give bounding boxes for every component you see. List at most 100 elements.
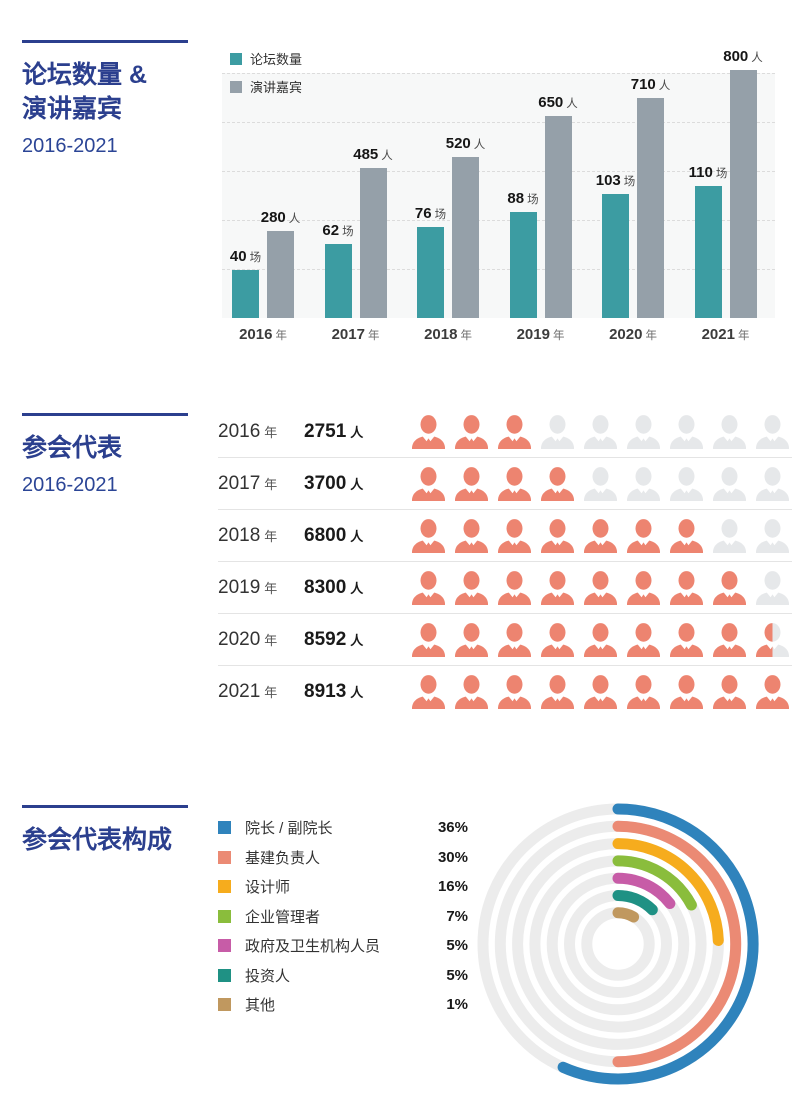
attendee-year: 2020 年 bbox=[218, 628, 278, 650]
legend-swatch bbox=[218, 850, 231, 864]
plot-background bbox=[222, 73, 775, 318]
attendees-section-header: 参会代表 2016-2021 bbox=[22, 413, 188, 497]
forum-bar bbox=[694, 186, 722, 318]
person-icon bbox=[713, 466, 746, 501]
person-icon bbox=[541, 518, 574, 553]
legend-swatch bbox=[218, 939, 231, 953]
person-icon bbox=[627, 570, 660, 605]
person-icon bbox=[541, 414, 574, 449]
legend-percent: 5% bbox=[446, 937, 468, 955]
gridline bbox=[222, 122, 775, 123]
person-icon bbox=[756, 518, 789, 553]
person-icon bbox=[584, 674, 617, 709]
accent-line bbox=[22, 40, 188, 43]
radial-arcs-svg bbox=[477, 803, 759, 1085]
person-icon bbox=[455, 674, 488, 709]
attendees-title: 参会代表 bbox=[22, 434, 123, 462]
x-axis-label: 2017 年 bbox=[331, 326, 380, 343]
person-icon bbox=[455, 466, 488, 501]
arc-segment bbox=[612, 872, 676, 909]
person-icon bbox=[412, 622, 445, 657]
person-icon bbox=[498, 518, 531, 553]
forums-section-header: 论坛数量 & 演讲嘉宾 2016-2021 bbox=[22, 40, 188, 158]
bar-value-label: 710 人 bbox=[630, 76, 671, 93]
attendee-year: 2016 年 bbox=[218, 420, 278, 442]
person-icon bbox=[498, 674, 531, 709]
legend-label: 演讲嘉宾 bbox=[250, 80, 303, 95]
bar-value-label: 520 人 bbox=[445, 135, 486, 152]
bar-value-label: 88 场 bbox=[507, 190, 539, 207]
person-icon bbox=[627, 518, 660, 553]
person-icon bbox=[541, 466, 574, 501]
legend-swatch bbox=[230, 80, 242, 93]
person-icon bbox=[412, 518, 445, 553]
person-icon bbox=[713, 414, 746, 449]
person-icon bbox=[498, 414, 531, 449]
bar-value-label: 280 人 bbox=[260, 209, 301, 226]
person-icon bbox=[756, 570, 789, 605]
bar-value-label: 485 人 bbox=[353, 146, 393, 163]
speaker-bar bbox=[452, 157, 479, 318]
forum-bar bbox=[602, 194, 629, 318]
attendee-count: 8300 人 bbox=[304, 576, 364, 598]
legend-label: 基建负责人 bbox=[245, 849, 321, 867]
composition-legend-item: 院长 / 副院长 36% bbox=[218, 813, 468, 843]
person-icon bbox=[541, 570, 574, 605]
x-axis-label: 2020 年 bbox=[609, 326, 657, 343]
person-icon bbox=[455, 570, 488, 605]
legend-label: 政府及卫生机构人员 bbox=[245, 938, 381, 956]
forum-bar bbox=[417, 227, 444, 318]
attendee-row: 2017 年 3700 人 bbox=[218, 458, 792, 510]
person-icon bbox=[627, 414, 660, 449]
person-icon bbox=[455, 518, 488, 553]
legend-swatch bbox=[218, 998, 231, 1012]
forums-title-line2: 演讲嘉宾 bbox=[22, 95, 123, 123]
person-icon bbox=[756, 622, 789, 657]
bar-value-label: 650 人 bbox=[538, 94, 578, 111]
forums-title-line1: 论坛数量 & bbox=[22, 61, 148, 89]
gridline bbox=[222, 73, 775, 74]
person-icon bbox=[412, 674, 445, 709]
bar-value-label: 110 场 bbox=[688, 164, 728, 181]
accent-line bbox=[22, 413, 188, 416]
bar-value-label: 76 场 bbox=[414, 205, 447, 222]
composition-legend-item: 设计师 16% bbox=[218, 872, 468, 902]
person-icon bbox=[584, 466, 617, 501]
attendees-subtitle: 2016-2021 bbox=[22, 474, 118, 496]
legend-percent: 1% bbox=[446, 996, 468, 1014]
x-axis-label: 2019 年 bbox=[516, 326, 565, 343]
person-icon bbox=[455, 622, 488, 657]
attendee-count: 3700 人 bbox=[304, 472, 364, 494]
arc-track bbox=[581, 907, 655, 981]
person-icons bbox=[410, 466, 791, 501]
attendee-count: 8592 人 bbox=[304, 628, 364, 650]
person-icon bbox=[627, 674, 660, 709]
person-icon bbox=[584, 622, 617, 657]
person-icon bbox=[412, 570, 445, 605]
person-icon bbox=[670, 622, 703, 657]
person-icon bbox=[541, 622, 574, 657]
arc-segment bbox=[612, 820, 742, 1068]
legend-percent: 36% bbox=[437, 819, 468, 837]
person-icon bbox=[670, 674, 703, 709]
attendee-row: 2016 年 2751 人 bbox=[218, 406, 792, 458]
person-icon bbox=[670, 414, 703, 449]
x-axis-label: 2021 年 bbox=[701, 326, 750, 343]
forum-bar bbox=[324, 244, 352, 318]
speaker-bar bbox=[267, 231, 294, 318]
forum-bar bbox=[232, 270, 259, 318]
composition-section-header: 参会代表构成 bbox=[22, 805, 188, 857]
legend-swatch bbox=[218, 821, 231, 835]
legend-label: 其他 bbox=[245, 997, 276, 1015]
legend-swatch bbox=[218, 909, 231, 923]
person-icon bbox=[713, 622, 746, 657]
person-icon bbox=[713, 674, 746, 709]
composition-legend-item: 政府及卫生机构人员 5% bbox=[218, 931, 468, 961]
attendee-year: 2021 年 bbox=[218, 680, 278, 702]
person-icon bbox=[756, 466, 789, 501]
person-icons bbox=[410, 674, 791, 709]
attendees-pictograph: 2016 年 2751 人 bbox=[218, 406, 792, 717]
person-icon bbox=[627, 622, 660, 657]
attendee-row: 2018 年 6800 人 bbox=[218, 510, 792, 562]
person-icon bbox=[627, 466, 660, 501]
